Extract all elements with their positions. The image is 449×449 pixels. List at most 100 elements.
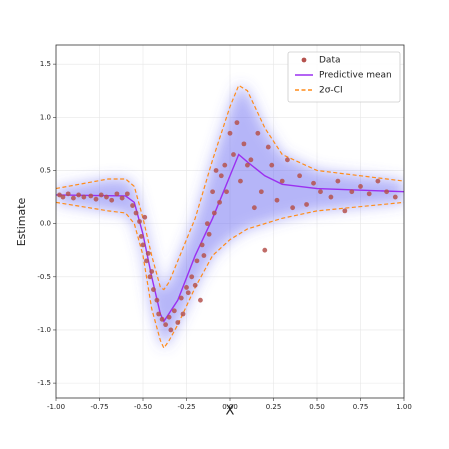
legend-marker: [301, 57, 307, 63]
data-point: [201, 253, 207, 258]
legend-label: Predictive mean: [319, 71, 392, 81]
data-point: [60, 194, 66, 200]
data-point: [142, 214, 148, 220]
data-point: [227, 130, 233, 136]
data-point: [222, 162, 228, 168]
data-point: [144, 258, 149, 264]
data-point: [93, 196, 99, 202]
data-point: [384, 189, 389, 195]
data-point: [204, 221, 210, 227]
data-point: [245, 162, 250, 168]
x-axis-label: X: [226, 404, 235, 419]
x-tick-label: -0.25: [177, 403, 195, 411]
data-point: [147, 274, 153, 280]
data-point: [149, 269, 155, 274]
data-point: [304, 202, 309, 207]
data-point: [279, 178, 285, 184]
data-point: [375, 178, 381, 184]
data-point: [81, 194, 87, 200]
data-point: [76, 192, 82, 198]
data-point: [349, 189, 355, 195]
data-point: [217, 199, 222, 205]
data-point: [366, 191, 372, 197]
data-point: [231, 152, 236, 157]
y-tick-label: 0.5: [40, 166, 51, 174]
data-point: [175, 320, 181, 325]
y-tick-label: 1.5: [40, 60, 51, 68]
data-point: [198, 297, 203, 303]
data-point: [194, 258, 200, 264]
data-point: [166, 314, 172, 320]
data-point: [119, 195, 125, 201]
data-point: [255, 130, 261, 136]
data-point: [171, 308, 177, 314]
y-tick-label: -1.5: [37, 379, 51, 387]
band-layer: [56, 85, 404, 349]
data-point: [238, 178, 243, 184]
legend-label: Data: [319, 56, 341, 66]
data-point: [318, 189, 323, 195]
data-point: [184, 285, 189, 290]
data-point: [290, 205, 296, 211]
data-point: [251, 205, 257, 211]
data-point: [224, 189, 229, 195]
data-point: [335, 178, 341, 184]
data-point: [88, 193, 94, 199]
data-point: [130, 203, 135, 208]
x-tick-label: -0.75: [90, 403, 108, 411]
ci-lower: [56, 201, 404, 350]
data-point: [328, 194, 334, 200]
y-tick-label: -0.5: [37, 273, 51, 281]
data-point: [145, 250, 151, 256]
data-point: [163, 322, 169, 328]
data-point: [185, 290, 191, 296]
x-tick-label: 1.00: [396, 403, 412, 411]
data-point: [248, 157, 254, 163]
data-point: [392, 194, 398, 200]
data-point: [358, 184, 363, 189]
data-point: [311, 180, 316, 186]
data-point: [156, 311, 162, 317]
legend-label: 2σ-CI: [319, 86, 343, 96]
data-point: [65, 191, 71, 197]
data-point: [124, 191, 130, 197]
data-point: [151, 287, 156, 292]
y-tick-label: 1.0: [40, 113, 51, 121]
scatter-layer: [57, 120, 398, 333]
data-point: [206, 231, 212, 237]
data-point: [109, 197, 115, 203]
x-tick-label: 0.00: [222, 403, 238, 411]
uncertainty-shading: [56, 85, 404, 349]
data-point: [342, 208, 348, 214]
x-tick-label: 0.50: [309, 403, 325, 411]
data-point: [234, 120, 240, 126]
data-point: [189, 274, 195, 280]
y-tick-label: -1.0: [37, 326, 51, 334]
data-point: [180, 311, 186, 317]
ci-upper: [56, 84, 404, 291]
data-point: [297, 173, 302, 179]
data-point: [262, 247, 268, 253]
data-point: [199, 242, 205, 248]
data-point: [104, 194, 109, 200]
data-point: [57, 192, 62, 198]
data-point: [137, 219, 142, 224]
data-point: [133, 210, 139, 216]
data-point: [140, 242, 146, 248]
data-point: [218, 173, 224, 179]
legend-box: [287, 51, 401, 103]
data-point: [154, 297, 160, 303]
y-tick-label: 0.0: [40, 220, 51, 228]
data-point: [269, 162, 275, 168]
data-point: [98, 192, 104, 198]
data-point: [258, 189, 264, 195]
data-point: [210, 189, 216, 195]
x-tick-label: -1.00: [47, 403, 65, 411]
data-point: [213, 168, 219, 173]
data-point: [192, 282, 198, 288]
data-point: [168, 327, 174, 333]
data-point: [211, 210, 217, 216]
y-axis-label: Estimate: [15, 197, 28, 246]
data-point: [159, 316, 165, 322]
